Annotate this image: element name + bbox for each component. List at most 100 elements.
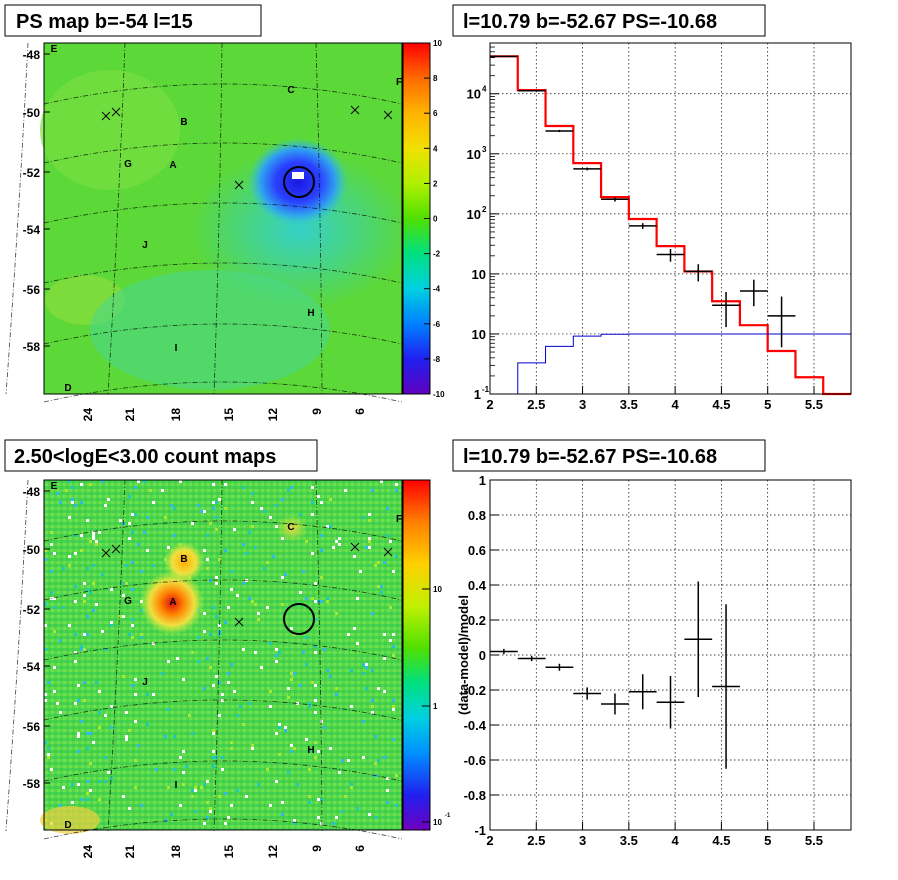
noise-pixel <box>119 615 122 618</box>
noise-pixel <box>128 807 131 810</box>
y-tick-label: -58 <box>23 777 41 791</box>
noise-pixel <box>122 795 125 798</box>
noise-pixel <box>392 738 395 741</box>
map-grid-parallel <box>43 760 403 782</box>
map-grid-parallel <box>43 381 403 403</box>
source-c-blob <box>276 514 308 542</box>
noise-pixel <box>173 735 176 738</box>
noise-pixel <box>356 807 359 810</box>
noise-pixel <box>191 651 194 654</box>
noise-pixel <box>329 498 332 501</box>
y-tick-label: 10 <box>472 327 486 342</box>
noise-pixel <box>389 540 392 543</box>
noise-pixel <box>206 780 209 783</box>
noise-pixel <box>335 816 338 819</box>
y-tick-label: 1 <box>479 473 486 488</box>
noise-pixel <box>44 741 47 744</box>
noise-pixel <box>86 588 89 591</box>
noise-pixel <box>92 537 95 540</box>
noise-pixel <box>242 582 245 585</box>
noise-pixel <box>80 534 83 537</box>
noise-pixel <box>374 564 377 567</box>
noise-pixel <box>314 600 317 603</box>
noise-pixel <box>83 594 86 597</box>
x-tick-label: 5 <box>764 833 771 848</box>
noise-pixel <box>248 531 251 534</box>
spectrum-panel: l=10.79 b=-52.67 PS=-10.68 2 2.5 3 3.5 4 4.5 5… <box>452 4 852 412</box>
spectrum-title: l=10.79 b=-52.67 PS=-10.68 <box>463 11 717 33</box>
noise-pixel <box>77 684 80 687</box>
noise-pixel <box>374 762 377 765</box>
noise-pixel <box>122 582 125 585</box>
x-tick-label: 6 <box>353 408 367 415</box>
model-total-step-line <box>490 55 851 396</box>
noise-pixel <box>335 540 338 543</box>
noise-pixel <box>218 498 221 501</box>
noise-pixel <box>68 564 71 567</box>
noise-pixel <box>395 483 398 486</box>
noise-pixel <box>167 660 170 663</box>
noise-pixel <box>128 729 131 732</box>
noise-pixel <box>212 765 215 768</box>
source-b-blob <box>164 542 204 582</box>
noise-pixel <box>314 741 317 744</box>
noise-pixel <box>56 702 59 705</box>
noise-pixel <box>47 681 50 684</box>
noise-pixel <box>107 498 110 501</box>
y-tick-label: 1 <box>474 387 481 402</box>
noise-pixel <box>89 789 92 792</box>
noise-pixel <box>86 747 89 750</box>
noise-pixel <box>80 501 83 504</box>
noise-pixel <box>311 597 314 600</box>
noise-pixel <box>281 576 284 579</box>
noise-pixel <box>374 816 377 819</box>
y-tick-label: -52 <box>23 603 41 617</box>
noise-pixel <box>269 642 272 645</box>
y-tick-label: -54 <box>23 223 41 237</box>
noise-pixel <box>209 810 212 813</box>
noise-pixel <box>218 558 221 561</box>
noise-pixel <box>335 687 338 690</box>
noise-pixel <box>392 645 395 648</box>
residual-point <box>628 674 657 710</box>
ps-map-coordinate-grid <box>5 42 425 403</box>
y-tick-exponent: 4 <box>482 85 487 94</box>
noise-pixel <box>392 654 395 657</box>
noise-pixel <box>227 681 230 684</box>
noise-pixel <box>308 750 311 753</box>
noise-pixel <box>278 753 281 756</box>
noise-pixel <box>350 705 353 708</box>
noise-pixel <box>215 501 218 504</box>
noise-pixel <box>338 771 341 774</box>
source-a-blob <box>140 571 204 635</box>
source-label: B <box>180 117 187 128</box>
noise-pixel <box>50 531 53 534</box>
noise-pixel <box>308 768 311 771</box>
noise-pixel <box>221 693 224 696</box>
noise-pixel <box>56 492 59 495</box>
noise-pixel <box>215 576 218 579</box>
noise-pixel <box>227 816 230 819</box>
y-tick-label: 10 <box>472 267 486 282</box>
noise-pixel <box>224 549 227 552</box>
noise-pixel <box>269 705 272 708</box>
noise-pixel <box>320 822 323 825</box>
noise-pixel <box>227 606 230 609</box>
colorbar-tick-label: 10 <box>433 39 442 48</box>
noise-pixel <box>380 591 383 594</box>
noise-pixel <box>110 777 113 780</box>
noise-pixel <box>80 648 83 651</box>
noise-pixel <box>83 582 86 585</box>
map-grid-meridian <box>213 42 223 395</box>
source-x-marker <box>383 110 393 120</box>
noise-pixel <box>74 660 77 663</box>
noise-pixel <box>308 702 311 705</box>
data-point <box>601 197 629 202</box>
noise-pixel <box>377 687 380 690</box>
x-tick-label: 12 <box>266 408 280 422</box>
map-grid-parallel <box>43 699 403 721</box>
source-label: A <box>169 160 176 171</box>
target-circle <box>283 166 315 198</box>
x-tick-label: 2.5 <box>527 833 545 848</box>
